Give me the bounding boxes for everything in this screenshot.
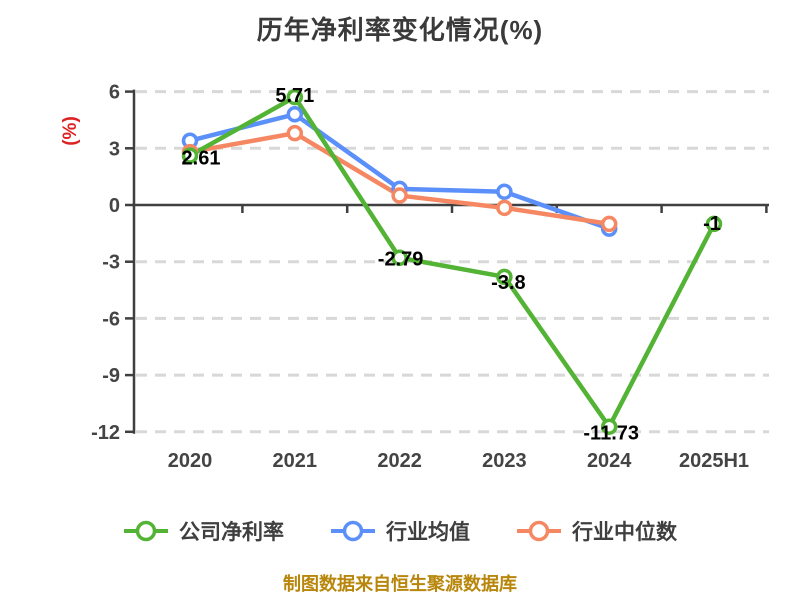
marker-industry_median-2023 [496, 199, 513, 217]
x-label-2024: 2024 [587, 450, 632, 472]
x-label-2023: 2023 [482, 450, 527, 472]
data-label-2022: -2.79 [378, 249, 424, 271]
series-line-industry_avg [187, 112, 612, 231]
y-tick-label-6: 6 [109, 82, 120, 104]
data-label-2024: -11.73 [583, 423, 639, 445]
marker-industry_median-2024 [600, 215, 618, 233]
legend-marker-icon [517, 520, 561, 542]
x-label-2020: 2020 [168, 450, 213, 472]
data-label-2020: 2.61 [182, 148, 221, 170]
y-axis-unit-label: (%) [60, 116, 81, 146]
x-label-2021: 2021 [273, 450, 318, 472]
y-tick-label--9: -9 [102, 365, 120, 387]
y-tick-label--12: -12 [91, 422, 120, 444]
legend-item-industry_avg: 行业均值 [330, 516, 470, 546]
plot-area: 6 3 0 -3 -6 -9 -12 2020 2021 2022 2023 2024 2025H1 (%… [60, 82, 769, 472]
chart-title: 历年净利率变化情况(%) [256, 15, 544, 45]
legend-label: 公司净利率 [179, 521, 284, 544]
marker-company-2020 [181, 147, 199, 164]
legend-marker-icon [124, 520, 168, 542]
x-label-2022: 2022 [377, 450, 422, 472]
legend-marker-icon [331, 520, 375, 542]
marker-industry_avg-2021 [286, 106, 304, 123]
marker-company-2022 [391, 249, 408, 266]
legend-label: 行业中位数 [572, 521, 677, 544]
marker-industry_avg-2023 [496, 183, 513, 201]
y-tick-label--3: -3 [102, 252, 120, 274]
legend-label: 行业均值 [386, 521, 470, 544]
data-label-2023: -3.8 [491, 272, 525, 294]
marker-company-2024 [600, 418, 618, 435]
marker-company-2021 [286, 88, 304, 106]
series-line-industry_median [187, 130, 612, 227]
x-label-2025H1: 2025H1 [679, 450, 749, 472]
marker-industry_median-2021 [286, 124, 304, 142]
marker-company-2023 [496, 268, 513, 286]
y-tick-label-0: 0 [109, 195, 120, 217]
legend-item-company: 公司净利率 [123, 516, 284, 546]
marker-industry_median-2022 [391, 187, 408, 204]
chart-canvas: 6 3 0 -3 -6 -9 -12 2020 2021 2022 2023 2024 2025H1 (%… [60, 82, 769, 472]
series-line-company [187, 94, 717, 429]
marker-company-2025H1 [705, 215, 723, 233]
data-label-2021: 5.71 [275, 85, 314, 107]
y-tick-label-3: 3 [109, 138, 120, 160]
data-label-2025H1: -1 [703, 213, 721, 235]
data-source-footer: 制图数据来自恒生聚源数据库 [283, 574, 517, 594]
legend-item-industry_median: 行业中位数 [516, 516, 677, 546]
y-tick-label--6: -6 [102, 308, 120, 330]
legend: 公司净利率 行业均值 行业中位数 [0, 516, 800, 546]
